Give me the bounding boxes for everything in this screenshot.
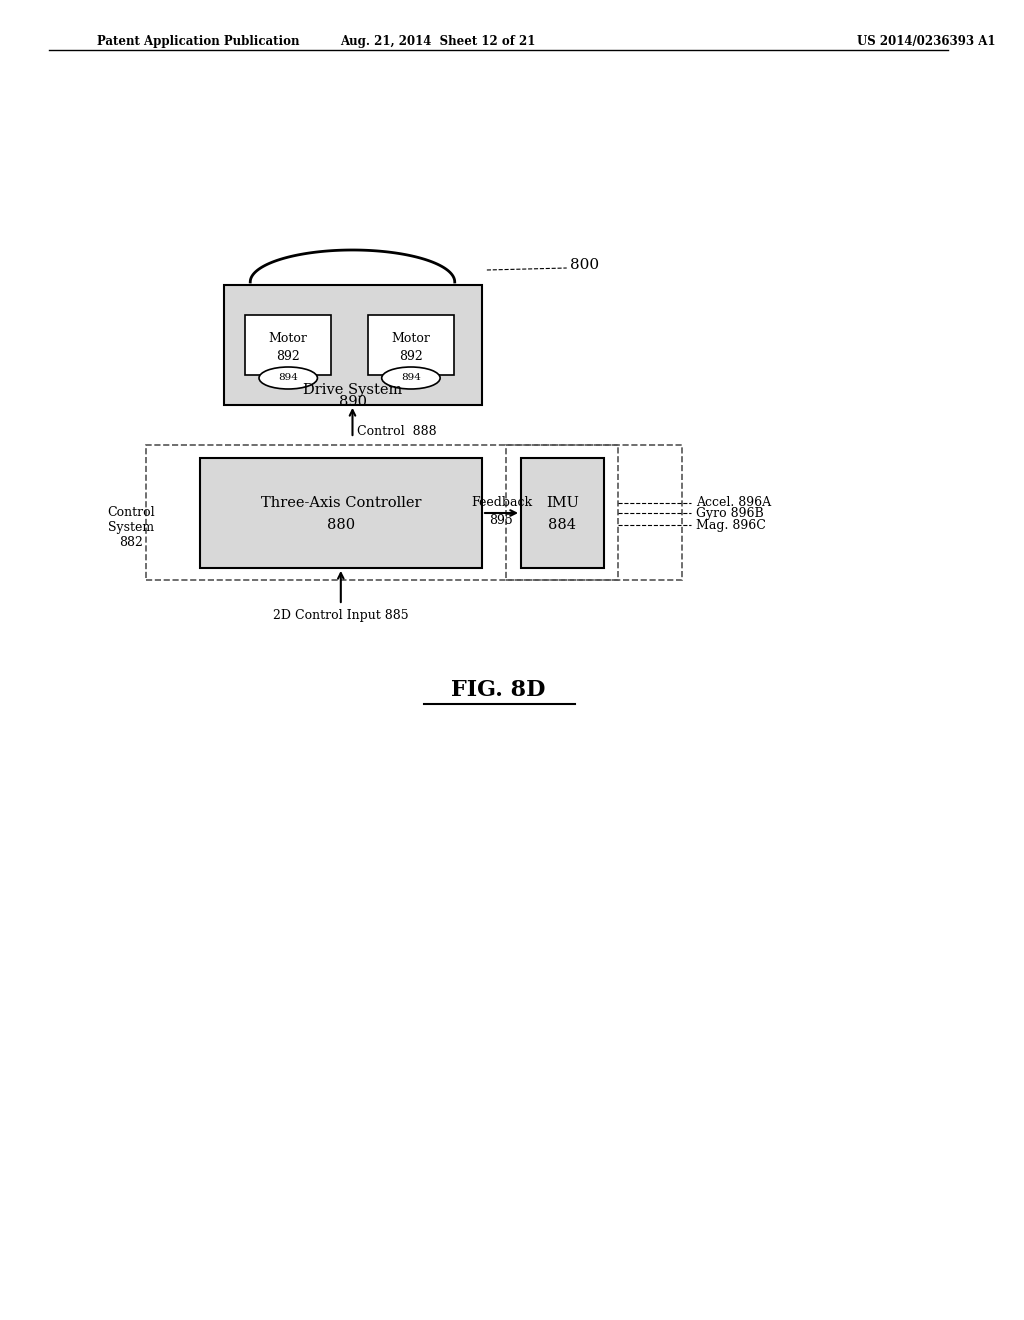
Text: Patent Application Publication: Patent Application Publication — [97, 36, 300, 48]
FancyBboxPatch shape — [224, 285, 482, 405]
Text: US 2014/0236393 A1: US 2014/0236393 A1 — [857, 36, 995, 48]
Text: Feedback: Feedback — [471, 496, 532, 510]
Text: Three-Axis Controller: Three-Axis Controller — [260, 496, 421, 510]
Ellipse shape — [382, 367, 440, 389]
Text: 880: 880 — [327, 517, 355, 532]
Text: 882: 882 — [120, 536, 143, 549]
Ellipse shape — [259, 367, 317, 389]
Text: Mag. 896C: Mag. 896C — [696, 519, 766, 532]
Text: Motor: Motor — [268, 333, 307, 346]
FancyBboxPatch shape — [521, 458, 604, 568]
FancyBboxPatch shape — [246, 315, 331, 375]
FancyBboxPatch shape — [200, 458, 482, 568]
Text: Motor: Motor — [391, 333, 430, 346]
FancyBboxPatch shape — [368, 315, 454, 375]
Text: 884: 884 — [548, 517, 577, 532]
Text: Gyro 896B: Gyro 896B — [696, 507, 764, 520]
Text: Drive System: Drive System — [303, 383, 402, 397]
Text: 894: 894 — [279, 374, 298, 383]
Text: 894: 894 — [401, 374, 421, 383]
Text: IMU: IMU — [546, 496, 579, 510]
Text: Accel. 896A: Accel. 896A — [696, 496, 771, 510]
Text: 800: 800 — [569, 257, 599, 272]
Text: 2D Control Input 885: 2D Control Input 885 — [273, 609, 409, 622]
Text: Control  888: Control 888 — [357, 425, 437, 438]
Text: 890: 890 — [339, 395, 367, 409]
Text: Control: Control — [108, 506, 156, 519]
Text: 895: 895 — [489, 513, 513, 527]
Text: Aug. 21, 2014  Sheet 12 of 21: Aug. 21, 2014 Sheet 12 of 21 — [341, 36, 536, 48]
Text: System: System — [109, 520, 155, 533]
Text: FIG. 8D: FIG. 8D — [452, 678, 546, 701]
Text: 892: 892 — [276, 351, 300, 363]
Text: 892: 892 — [399, 351, 423, 363]
